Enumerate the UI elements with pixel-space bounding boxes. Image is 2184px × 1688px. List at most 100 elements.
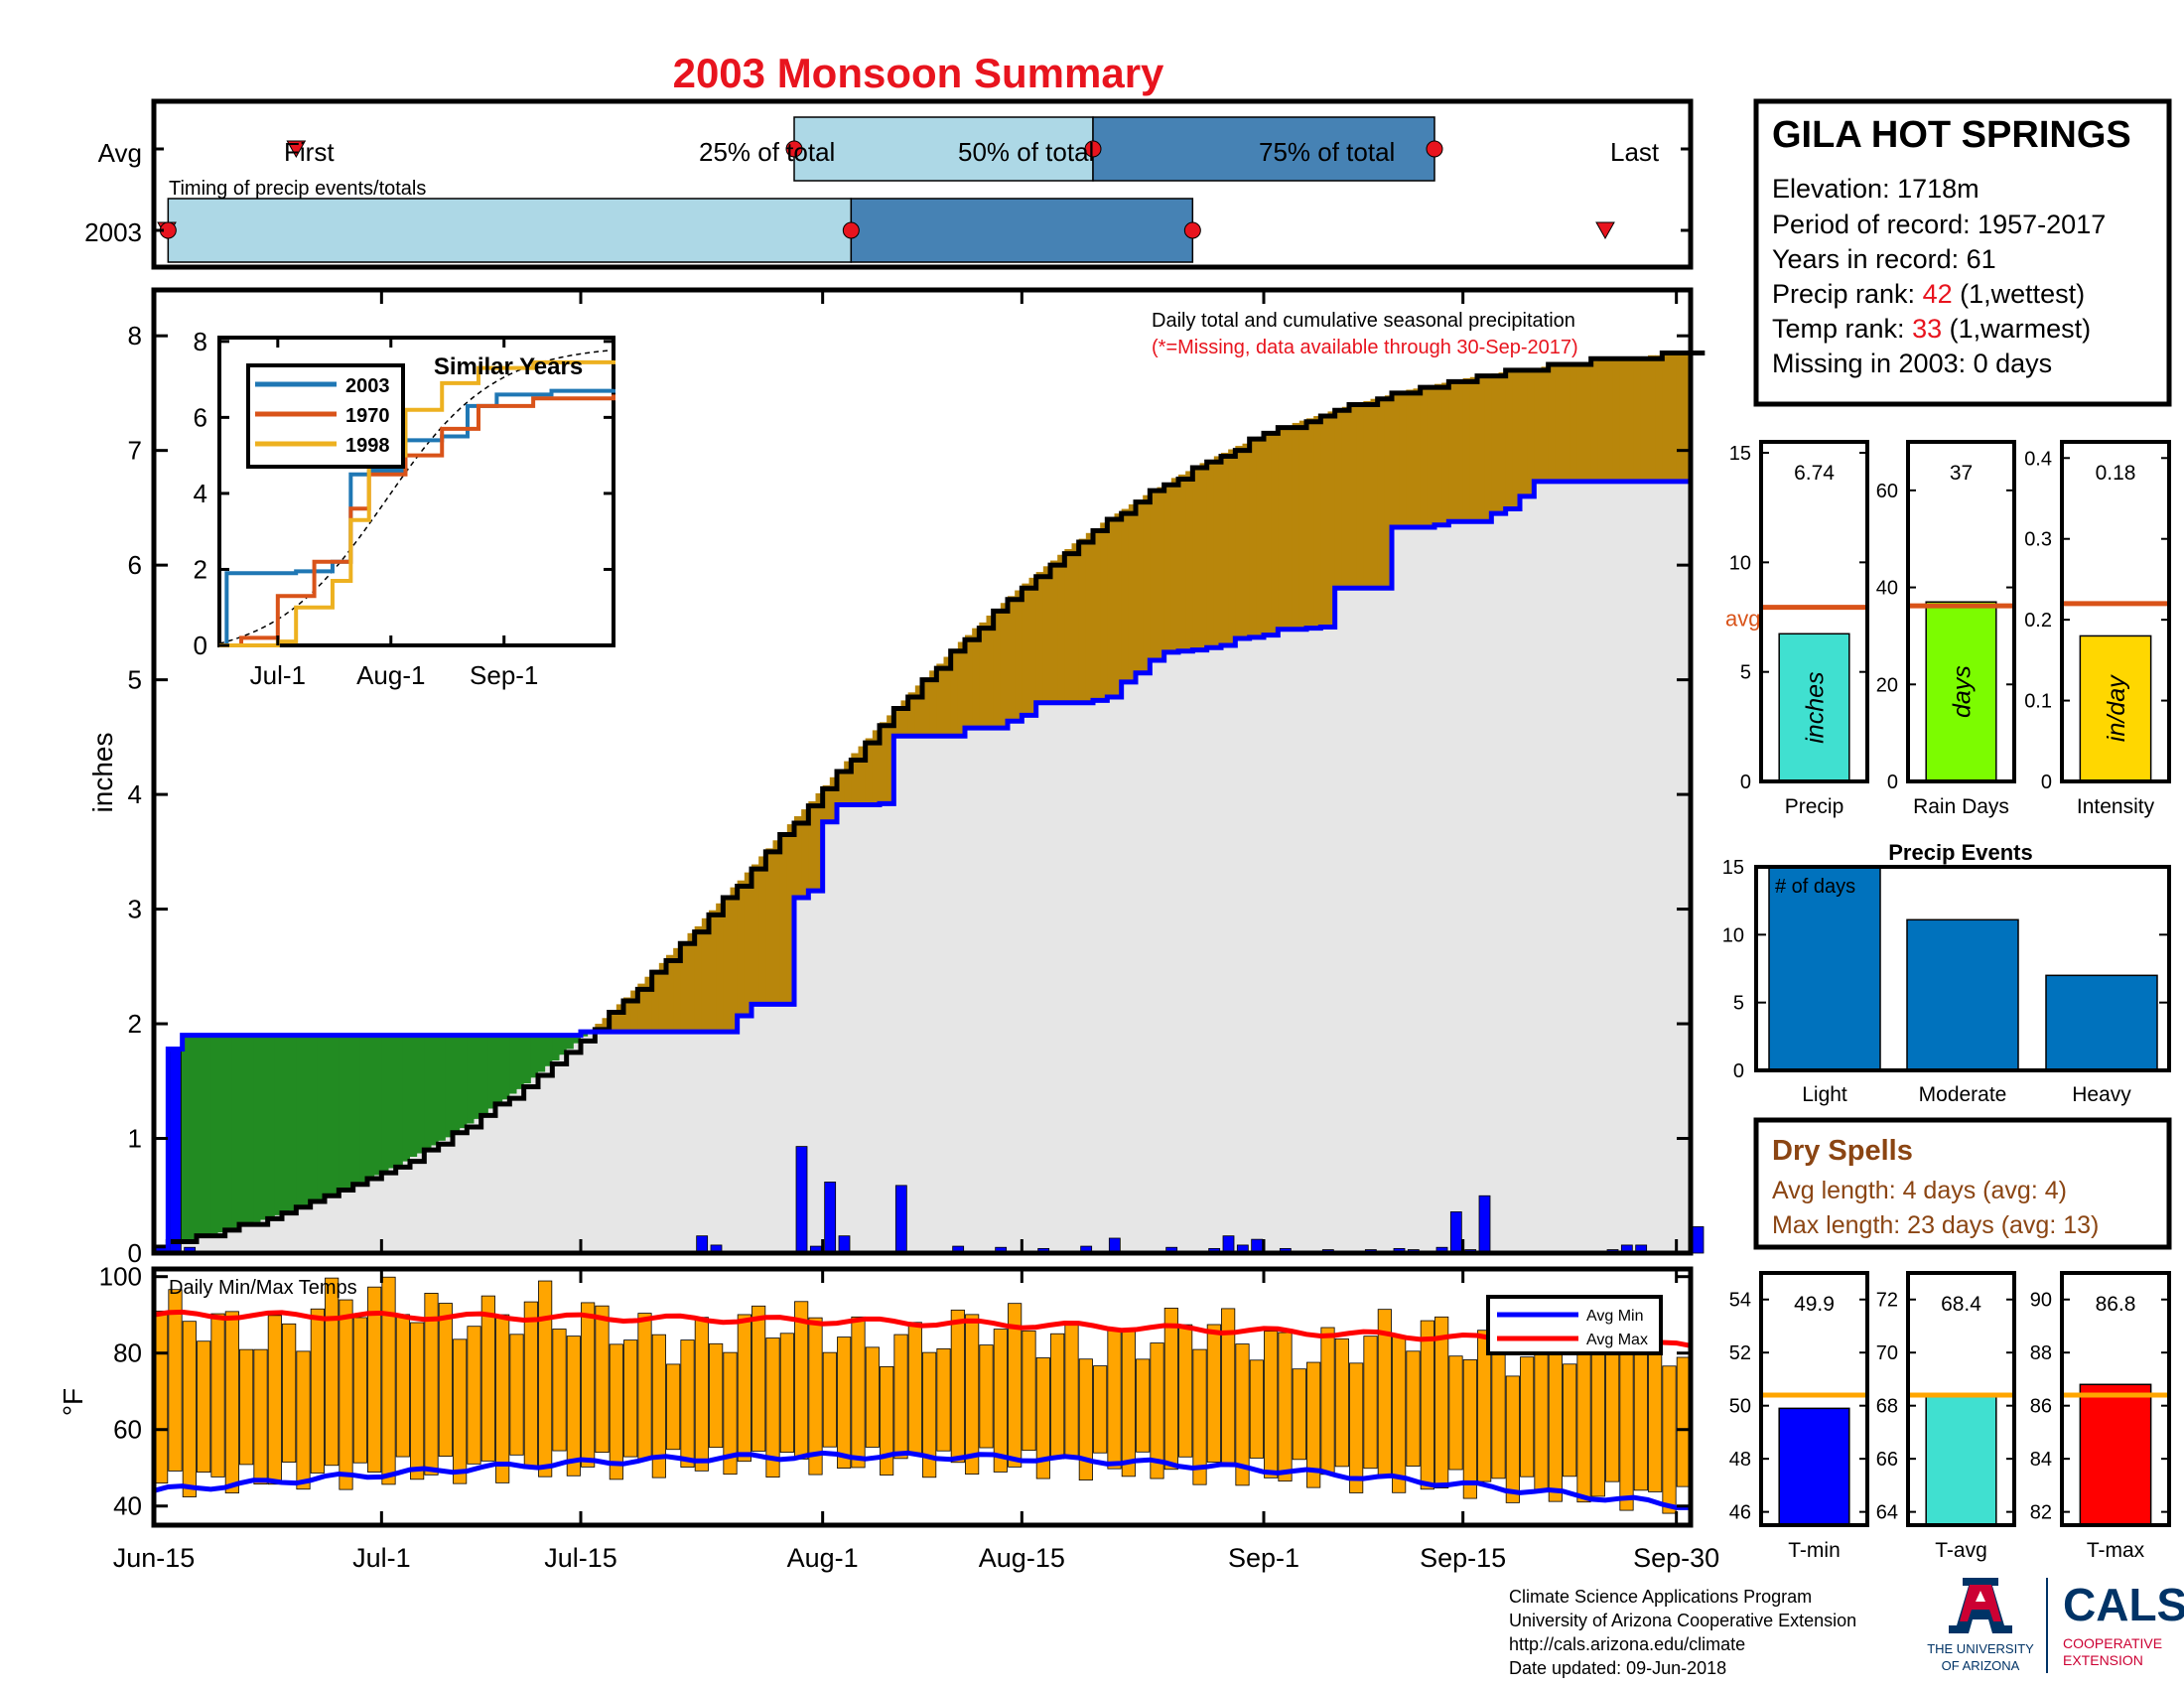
deviation-area-mark — [651, 969, 660, 1033]
summary-tick-label: 82 — [2030, 1502, 2052, 1524]
obs-p25-p50-bar — [850, 198, 1194, 263]
deviation-area-mark — [623, 997, 631, 1033]
inset-x-tick-label: Aug-1 — [356, 660, 425, 690]
deviation-area-mark — [402, 1035, 411, 1162]
temp-range-bar — [1477, 1330, 1492, 1482]
summary-name-label: T-avg — [1935, 1539, 1987, 1562]
deviation-area-mark — [1192, 466, 1201, 650]
deviation-area-mark — [424, 1035, 433, 1151]
university-of-arizona-logo: THE UNIVERSITY OF ARIZONA CALS COOPERATI… — [1927, 1578, 2184, 1673]
base-area-mark — [495, 1103, 503, 1253]
temp-range-bar — [352, 1317, 367, 1464]
events-category-label: Light — [1802, 1083, 1847, 1106]
base-area-mark — [993, 728, 1002, 1253]
cals-sub-1: COOPERATIVE — [2063, 1635, 2162, 1651]
dry-spells-title: Dry Spells — [1772, 1135, 1913, 1167]
base-area-mark — [936, 736, 945, 1253]
summary-tick-label: 70 — [1876, 1342, 1898, 1364]
temp-y-tick-label: 80 — [113, 1338, 142, 1368]
deviation-area-mark — [296, 1035, 305, 1208]
base-area-mark — [453, 1132, 461, 1253]
temp-range-bar — [1178, 1324, 1193, 1458]
mini-chart-t-avg: 64 66 68 70 72 68.4 T-avg — [1876, 1271, 2016, 1562]
summary-value-label: 49.9 — [1794, 1293, 1835, 1316]
base-area-mark — [1278, 629, 1287, 1253]
timing-p75-label: 75% of total — [1259, 137, 1395, 167]
deviation-area-mark — [1555, 364, 1564, 482]
base-area-mark — [1548, 481, 1557, 1254]
deviation-area-mark — [922, 677, 930, 737]
daily-precip-bar — [1222, 1235, 1235, 1254]
deviation-area-mark — [332, 1035, 340, 1196]
temp-range-bar — [1619, 1349, 1634, 1511]
deviation-area-mark — [1399, 391, 1407, 528]
base-area-mark — [1498, 513, 1507, 1253]
deviation-area-mark — [687, 932, 696, 1033]
date-tick-label: Jul-1 — [352, 1543, 411, 1573]
cals-logo-text: CALS — [2063, 1579, 2184, 1630]
deviation-area-mark — [502, 1035, 510, 1100]
ua-text-2: OF ARIZONA — [1942, 1658, 2020, 1673]
deviation-area-mark — [666, 954, 674, 1033]
base-area-mark — [1185, 650, 1193, 1253]
base-area-mark — [1662, 481, 1671, 1254]
deviation-area-mark — [1185, 471, 1193, 651]
base-area-mark — [1669, 481, 1678, 1254]
timing-subtitle: Timing of precip events/totals — [169, 178, 426, 200]
deviation-area-mark — [1605, 359, 1613, 482]
temp-range-bar — [453, 1338, 468, 1484]
base-area-mark — [217, 1232, 226, 1253]
temp-range-bar — [808, 1317, 823, 1476]
base-area-mark — [1150, 659, 1159, 1253]
avg-max-line — [153, 1309, 1692, 1349]
deviation-area-mark — [381, 1035, 390, 1173]
deviation-area-mark — [1008, 596, 1016, 722]
deviation-area-mark — [644, 976, 653, 1033]
obs-first-p25-bar — [167, 198, 853, 263]
base-area-mark — [658, 1032, 667, 1253]
base-area-mark — [1448, 521, 1457, 1253]
base-area-mark — [1527, 495, 1535, 1253]
temp-range-bar — [467, 1326, 481, 1465]
deviation-area-mark — [602, 1018, 611, 1033]
deviation-area-mark — [530, 1035, 539, 1078]
summary-tick-label: 88 — [2030, 1342, 2052, 1364]
timing-bars — [154, 116, 1829, 263]
base-area-mark — [1008, 721, 1016, 1253]
inset-title: Similar Years — [434, 353, 583, 380]
summary-tick-label: 46 — [1729, 1502, 1751, 1524]
deviation-area-mark — [1015, 590, 1023, 722]
precip-y-tick-label: 2 — [128, 1009, 142, 1039]
temp-range-bar — [253, 1348, 268, 1485]
deviation-area-mark — [1633, 357, 1642, 482]
deviation-area-mark — [694, 925, 703, 1033]
dry-spells-avg: Avg length: 4 days (avg: 4) — [1772, 1177, 2067, 1204]
obs-p50-marker — [1183, 221, 1201, 239]
base-area-mark — [246, 1224, 254, 1253]
legend-2003: 2003 — [345, 375, 390, 397]
daily-precip-bar — [169, 1049, 182, 1254]
deviation-area-mark — [1469, 376, 1478, 522]
temp-range-bar — [1235, 1343, 1250, 1486]
temp-range-bar — [837, 1336, 852, 1469]
temp-range-bar — [865, 1346, 880, 1448]
deviation-area-mark — [1035, 572, 1044, 703]
temp-range-bar — [765, 1337, 780, 1478]
deviation-area-mark — [1327, 411, 1336, 628]
base-area-mark — [1655, 481, 1663, 1254]
summary-tick-label: 54 — [1729, 1290, 1751, 1312]
deviation-area-mark — [1640, 355, 1649, 482]
deviation-area-mark — [303, 1035, 312, 1205]
base-area-mark — [1520, 495, 1528, 1253]
temp-range-bar — [1363, 1336, 1378, 1470]
temp-range-bar — [1150, 1342, 1164, 1479]
base-area-mark — [1576, 481, 1585, 1254]
deviation-area-mark — [1505, 370, 1514, 509]
temp-range-bar — [1064, 1323, 1079, 1459]
summary-value-label: 68.4 — [1941, 1293, 1981, 1316]
base-area-mark — [1320, 627, 1329, 1253]
deviation-area-mark — [1597, 359, 1606, 482]
deviation-area-mark — [1384, 395, 1393, 589]
base-area-mark — [1306, 628, 1314, 1253]
deviation-area-mark — [1100, 522, 1108, 701]
